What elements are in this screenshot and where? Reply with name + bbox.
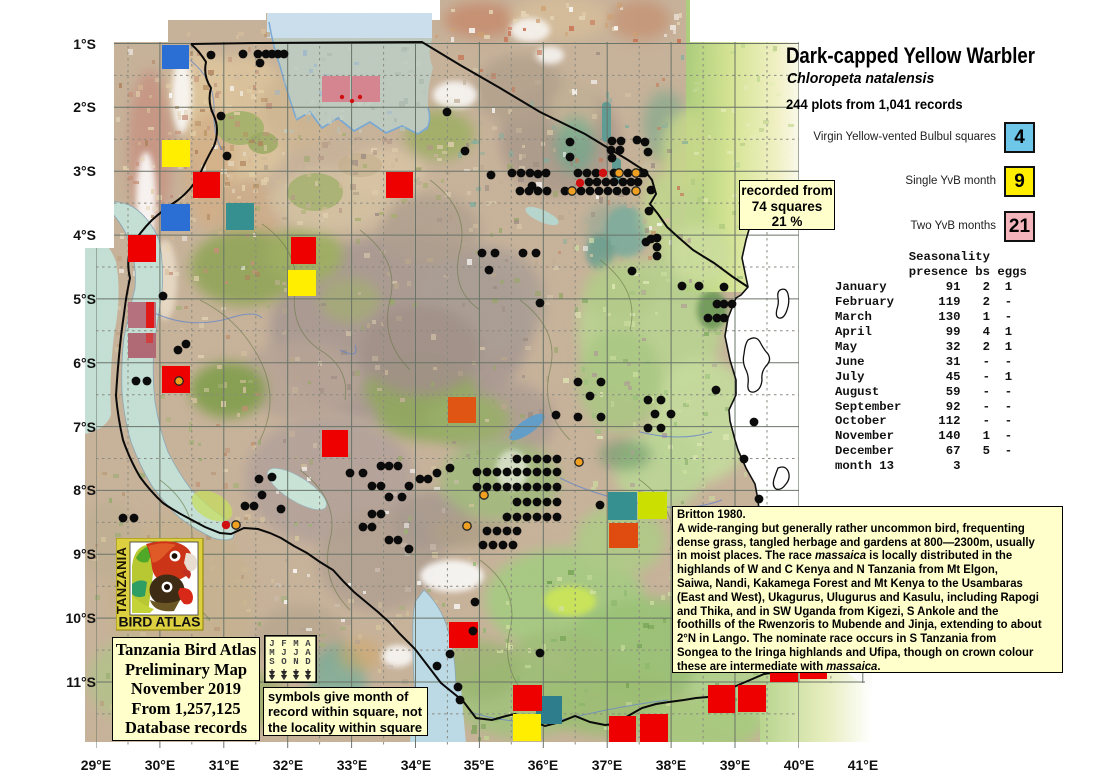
svg-text:M: M [269,648,274,658]
svg-text:D: D [305,657,311,667]
svg-text:A: A [305,648,311,658]
svg-text:J: J [269,639,274,649]
svg-text:J: J [293,648,298,658]
svg-text:M: M [293,639,298,649]
svg-text:J: J [281,648,286,658]
svg-text:A: A [305,639,311,649]
svg-text:N: N [293,657,298,667]
svg-text:BIRD ATLAS: BIRD ATLAS [119,614,201,630]
svg-text:O: O [281,657,287,667]
svg-text:F: F [281,639,286,649]
svg-text:TANZANIA: TANZANIA [116,547,129,614]
svg-text:S: S [269,657,275,667]
